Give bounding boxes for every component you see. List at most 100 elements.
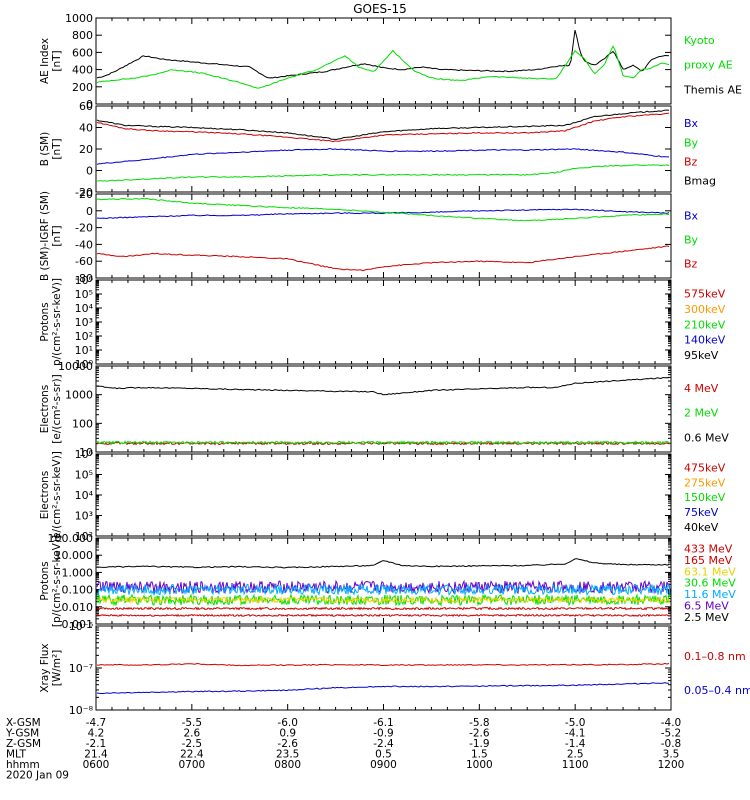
x-row-value: -2.6 xyxy=(469,728,490,740)
series-line xyxy=(96,45,670,89)
y-tick-label: 200 xyxy=(72,81,93,94)
legend-entry: 275keV xyxy=(684,476,726,489)
y-tick-label: 10000 xyxy=(58,360,93,373)
series-line xyxy=(96,613,671,618)
y-tick-label: 0 xyxy=(86,165,93,178)
legend-entry: 30.6 MeV xyxy=(684,577,736,590)
legend-entry: 95keV xyxy=(684,349,719,362)
x-row-value: -5.2 xyxy=(661,728,682,740)
x-row-value: -2.4 xyxy=(373,738,394,750)
legend-entry: By xyxy=(684,234,699,247)
legend-entry: 165 MeV xyxy=(684,554,733,567)
x-row-value: 0900 xyxy=(370,759,397,771)
y-tick-label: 800 xyxy=(72,29,93,42)
x-row-value: 21.4 xyxy=(84,749,108,761)
y-axis-label: [W/m²] xyxy=(51,650,63,687)
series-line xyxy=(97,662,670,667)
y-tick-label: 0.001 xyxy=(62,618,94,631)
x-row-value: 0600 xyxy=(83,759,110,771)
x-row-value: 0700 xyxy=(178,759,205,771)
legend-entry: 63.1 MeV xyxy=(684,565,736,578)
x-row-value: -5.5 xyxy=(182,717,203,729)
panel-protons-high: 0.001 0.010 0.100 1.000 10.000 100.000 Protons… xyxy=(39,532,736,631)
y-tick-label: 0.100 xyxy=(62,584,94,597)
x-row-value: -5.8 xyxy=(469,717,490,729)
x-row-value: 1100 xyxy=(562,759,589,771)
y-tick-label: 600 xyxy=(72,46,93,59)
x-axis-table: X-GSM -4.7 -5.5 -6.0 -6.1 -5.8 -5.0 -4.0 Y-GSM 4.… xyxy=(5,717,684,782)
legend-entry: 4 MeV xyxy=(684,382,719,395)
legend-entry: 475keV xyxy=(684,461,726,474)
panel-bigrf: -80 -60 -40 -20 0 20 B (SM)-IGRF (SM) [nT] Bx By B… xyxy=(39,188,699,285)
x-row-value: 0.9 xyxy=(279,728,296,740)
x-row-value: 4.2 xyxy=(88,728,105,740)
x-row-label: Z-GSM xyxy=(6,738,41,750)
x-row-label: MLT xyxy=(6,749,26,761)
y-tick-label: 1.000 xyxy=(62,566,94,579)
y-axis-label: [nT] xyxy=(51,50,63,71)
y-tick-label: 10⁴ xyxy=(75,489,94,502)
legend-entry: Bmag xyxy=(684,175,716,188)
panel-frame xyxy=(95,625,672,711)
y-axis-label: [nT] xyxy=(51,138,63,159)
panel-frame xyxy=(95,537,672,625)
y-tick-label: 0 xyxy=(86,205,93,218)
x-row-value: 23.5 xyxy=(276,749,299,761)
y-tick-label: 10⁴ xyxy=(75,302,94,315)
x-row-value: 2.5 xyxy=(567,749,584,761)
series-line xyxy=(96,197,669,222)
panel-frame xyxy=(95,193,672,279)
y-tick-label: 10⁵ xyxy=(75,469,93,482)
y-tick-label: 10⁻⁷ xyxy=(69,662,93,675)
legend-entry: 150keV xyxy=(684,491,726,504)
x-row-value: 1200 xyxy=(658,759,685,771)
legend-entry: 6.5 MeV xyxy=(684,600,729,613)
series-line xyxy=(96,112,670,143)
x-row-value: 3.5 xyxy=(663,749,680,761)
series-line xyxy=(96,682,669,694)
y-tick-label: 40 xyxy=(79,122,93,135)
y-tick-label: 10⁶ xyxy=(75,274,94,287)
x-row-value: -2.1 xyxy=(86,738,107,750)
x-row-value: -0.9 xyxy=(373,728,394,740)
y-tick-label: 10³ xyxy=(75,510,93,523)
legend-entry: 40keV xyxy=(684,521,719,534)
y-tick-label: 10² xyxy=(75,330,93,343)
plot-title: GOES-15 xyxy=(353,2,407,16)
y-tick-label: -20 xyxy=(75,222,93,235)
y-tick-label: 10³ xyxy=(75,316,93,329)
series-line xyxy=(96,164,670,182)
x-row-value: -6.0 xyxy=(277,717,298,729)
y-tick-label: 60 xyxy=(79,100,93,113)
x-row-value: -4.0 xyxy=(661,717,682,729)
series-line xyxy=(96,606,671,611)
y-tick-label: -80 xyxy=(75,272,93,285)
x-row-label: X-GSM xyxy=(6,717,41,729)
y-axis-label: Protons xyxy=(39,561,51,600)
legend-entry: Themis AE xyxy=(683,83,742,96)
legend-entry: Bz xyxy=(684,258,698,271)
plot-date: 2020 Jan 09 xyxy=(6,770,69,782)
y-axis-label: Electrons xyxy=(39,471,51,520)
y-tick-label: 20 xyxy=(79,143,93,156)
x-row-value: 1000 xyxy=(466,759,493,771)
legend-entry: 140keV xyxy=(684,334,726,347)
y-tick-label: 20 xyxy=(79,188,93,201)
panel-frame xyxy=(95,453,672,537)
legend-entry: 210keV xyxy=(684,318,726,331)
y-axis-label: [nT] xyxy=(51,225,63,246)
panel-bsm: -20 0 20 40 60 B (SM) [nT] Bx By Bz Bmag xyxy=(39,100,716,199)
y-tick-label: -60 xyxy=(75,255,93,268)
x-row-value: 0.5 xyxy=(375,749,392,761)
legend-entry: 2.5 MeV xyxy=(684,611,729,624)
x-row-value: -6.1 xyxy=(373,717,394,729)
legend-entry: 11.6 MeV xyxy=(684,588,736,601)
x-row-label: Y-GSM xyxy=(5,728,39,740)
y-tick-label: 10⁵ xyxy=(75,288,93,301)
legend-entry: Bx xyxy=(684,210,699,223)
y-tick-label: -40 xyxy=(75,238,93,251)
series-line xyxy=(96,583,671,597)
panel-frame xyxy=(95,279,672,365)
